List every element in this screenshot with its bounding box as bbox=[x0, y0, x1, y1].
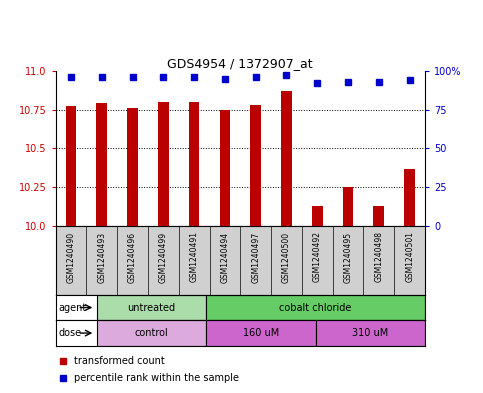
Bar bbox=[312, 206, 323, 226]
Title: GDS4954 / 1372907_at: GDS4954 / 1372907_at bbox=[168, 57, 313, 70]
Bar bbox=[342, 187, 354, 226]
Text: GSM1240498: GSM1240498 bbox=[374, 231, 384, 283]
Bar bbox=[281, 91, 292, 226]
Text: GSM1240493: GSM1240493 bbox=[97, 231, 106, 283]
Bar bbox=[158, 102, 169, 226]
Text: GSM1240491: GSM1240491 bbox=[190, 231, 199, 283]
Bar bbox=[66, 107, 76, 226]
Bar bbox=[206, 295, 425, 320]
Text: transformed count: transformed count bbox=[74, 356, 165, 366]
Bar bbox=[315, 320, 425, 346]
Text: GSM1240500: GSM1240500 bbox=[282, 231, 291, 283]
Text: control: control bbox=[134, 328, 168, 338]
Text: percentile rank within the sample: percentile rank within the sample bbox=[74, 373, 239, 383]
Bar bbox=[189, 102, 199, 226]
Text: GSM1240501: GSM1240501 bbox=[405, 231, 414, 283]
Text: 310 uM: 310 uM bbox=[352, 328, 388, 338]
Text: agent: agent bbox=[58, 303, 86, 312]
Text: GSM1240497: GSM1240497 bbox=[251, 231, 260, 283]
Bar bbox=[97, 295, 206, 320]
Text: 160 uM: 160 uM bbox=[242, 328, 279, 338]
Bar bbox=[96, 103, 107, 226]
Text: GSM1240490: GSM1240490 bbox=[67, 231, 75, 283]
Bar bbox=[206, 320, 315, 346]
Text: dose: dose bbox=[58, 328, 82, 338]
Bar bbox=[219, 110, 230, 226]
Text: GSM1240494: GSM1240494 bbox=[220, 231, 229, 283]
Bar bbox=[404, 169, 415, 226]
Text: cobalt chloride: cobalt chloride bbox=[279, 303, 352, 312]
Bar bbox=[127, 108, 138, 226]
Text: GSM1240496: GSM1240496 bbox=[128, 231, 137, 283]
Bar bbox=[97, 320, 206, 346]
Text: GSM1240492: GSM1240492 bbox=[313, 231, 322, 283]
Text: untreated: untreated bbox=[128, 303, 175, 312]
Bar bbox=[373, 206, 384, 226]
Bar bbox=[250, 105, 261, 226]
Text: GSM1240499: GSM1240499 bbox=[159, 231, 168, 283]
Text: GSM1240495: GSM1240495 bbox=[343, 231, 353, 283]
